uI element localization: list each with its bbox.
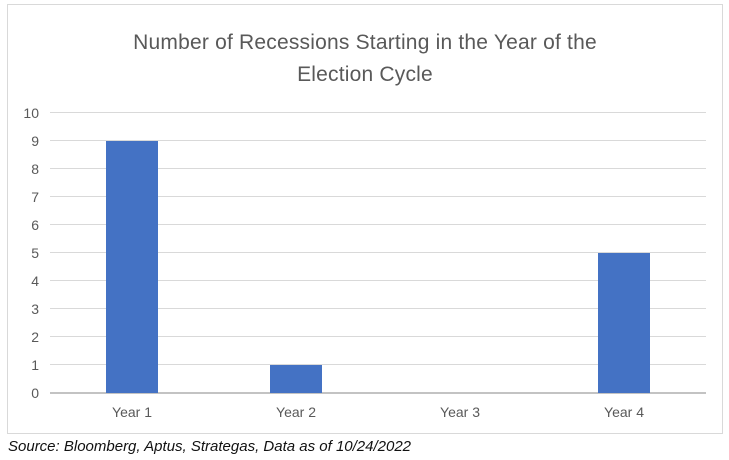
- x-axis-tick-labels: Year 1 Year 2 Year 3 Year 4: [50, 404, 706, 422]
- y-tick-label-2: 2: [31, 329, 39, 345]
- bar-year-4: [598, 253, 650, 393]
- x-tick-label-year-2: Year 2: [276, 404, 316, 420]
- chart-title-line-1: Number of Recessions Starting in the Yea…: [133, 31, 597, 54]
- y-tick-label-7: 7: [31, 189, 39, 205]
- gridline-8: [50, 168, 706, 169]
- plot-area: [50, 112, 706, 394]
- x-axis-line: [50, 392, 706, 394]
- gridline-4: [50, 280, 706, 281]
- y-tick-label-6: 6: [31, 217, 39, 233]
- bar-year-2: [270, 365, 322, 393]
- source-note: Source: Bloomberg, Aptus, Strategas, Dat…: [8, 438, 412, 455]
- x-tick-label-year-4: Year 4: [604, 404, 644, 420]
- gridline-6: [50, 224, 706, 225]
- bar-year-1: [106, 141, 158, 393]
- y-tick-label-0: 0: [31, 385, 39, 401]
- gridline-9: [50, 140, 706, 141]
- y-tick-label-8: 8: [31, 161, 39, 177]
- y-tick-label-3: 3: [31, 301, 39, 317]
- recessions-bar-chart: Number of Recessions Starting in the Yea…: [7, 4, 723, 434]
- x-tick-label-year-1: Year 1: [112, 404, 152, 420]
- x-tick-label-year-3: Year 3: [440, 404, 480, 420]
- y-axis-tick-labels: 0 1 2 3 4 5 6 7 8 9 10: [8, 106, 39, 400]
- y-tick-label-9: 9: [31, 133, 39, 149]
- y-tick-label-4: 4: [31, 273, 39, 289]
- gridline-10: [50, 112, 706, 113]
- chart-title: Number of Recessions Starting in the Yea…: [8, 27, 722, 91]
- gridline-5: [50, 252, 706, 253]
- y-tick-label-10: 10: [23, 105, 39, 121]
- gridline-3: [50, 308, 706, 309]
- gridline-1: [50, 364, 706, 365]
- gridline-7: [50, 196, 706, 197]
- y-tick-label-1: 1: [31, 357, 39, 373]
- chart-title-line-2: Election Cycle: [297, 63, 433, 86]
- gridline-2: [50, 336, 706, 337]
- y-tick-label-5: 5: [31, 245, 39, 261]
